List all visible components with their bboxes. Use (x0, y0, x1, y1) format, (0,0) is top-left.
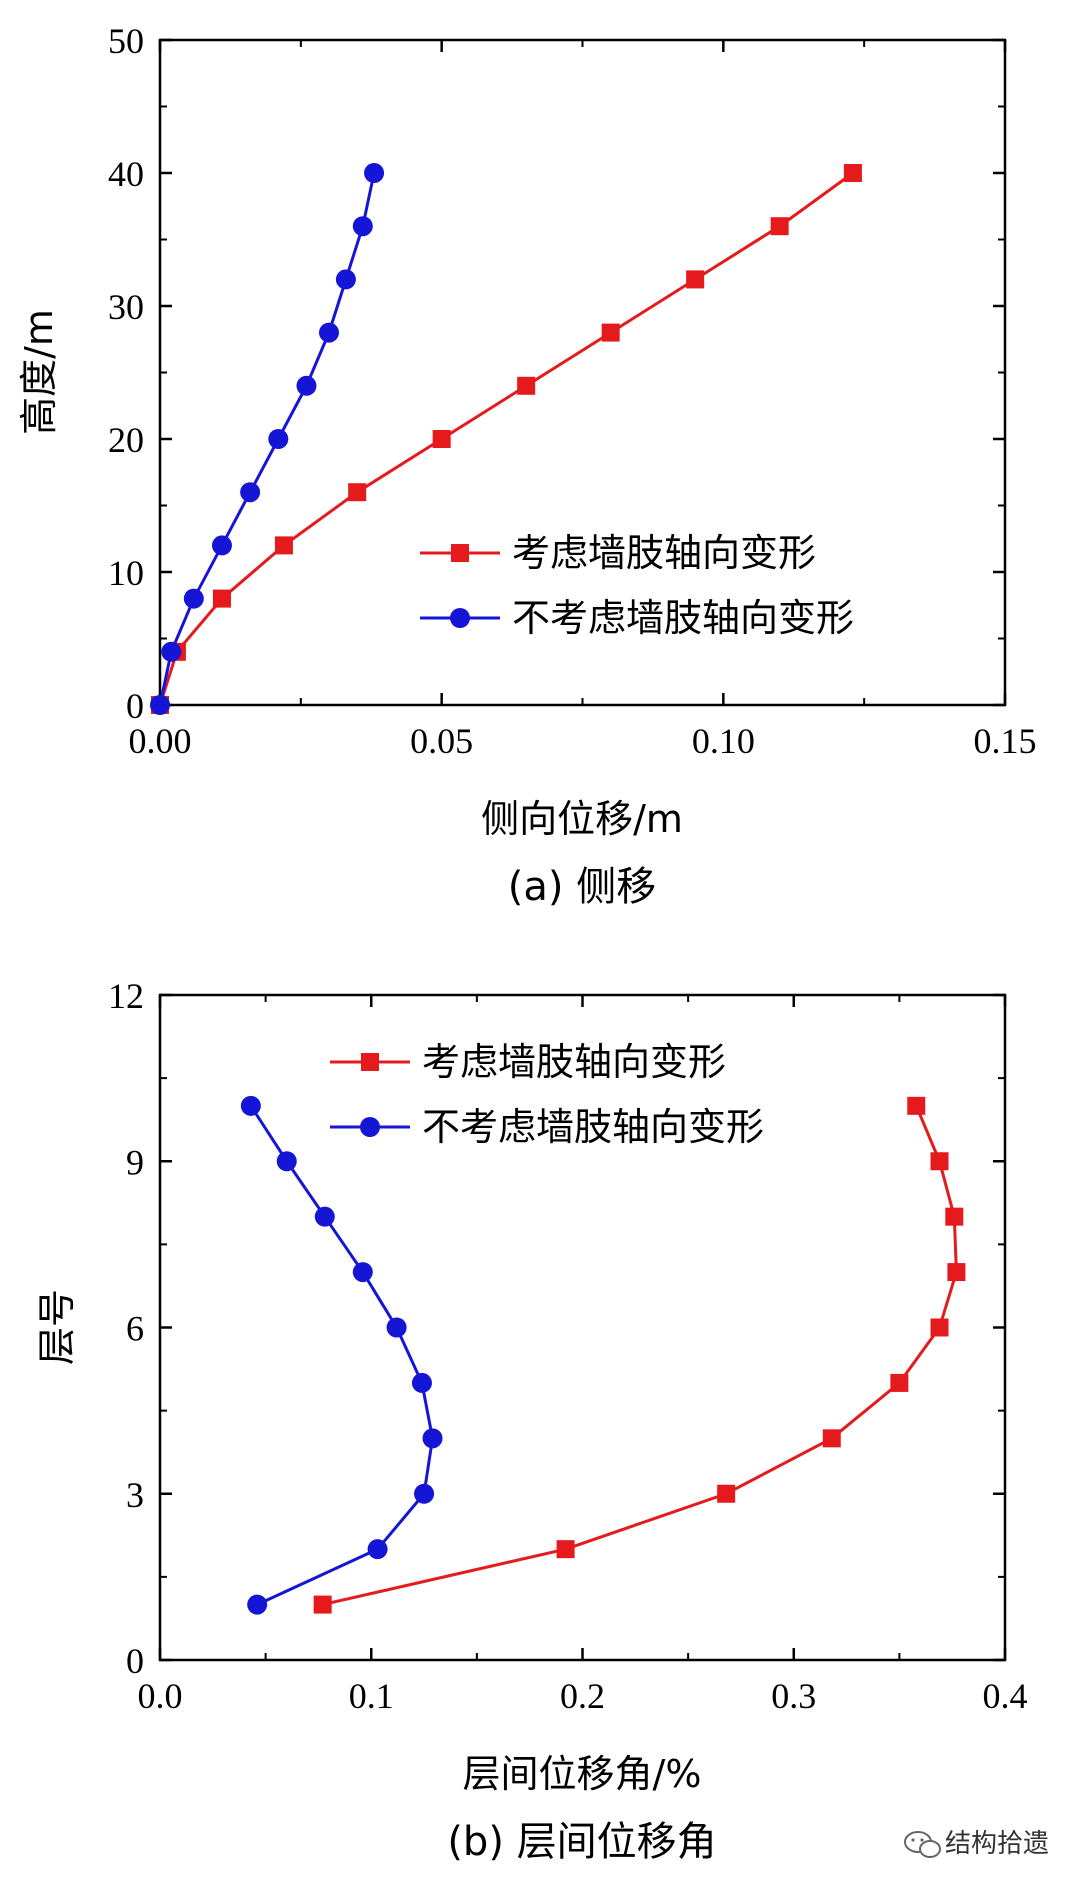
series-1-point (930, 1318, 949, 1337)
series-1-point (348, 483, 367, 502)
legend-marker (361, 1053, 379, 1071)
watermark-text: 结构拾遗 (945, 1829, 1049, 1859)
x-tick-label: 0.2 (560, 1676, 605, 1716)
series-1-point (945, 1207, 964, 1226)
x-tick-label: 0.10 (692, 721, 755, 761)
series-1-point (770, 217, 789, 236)
chart-a-caption: (a) 侧移 (508, 864, 656, 910)
y-tick-label: 0 (126, 686, 144, 726)
series-2-point (364, 163, 385, 183)
series-1-point (822, 1429, 841, 1448)
x-tick-label: 0.15 (974, 721, 1037, 761)
legend-label: 考虑墙肢轴向变形 (422, 1040, 726, 1084)
y-tick-label: 30 (108, 287, 144, 327)
series-2-point (352, 216, 373, 237)
legend-marker (450, 608, 470, 628)
y-tick-label: 12 (108, 976, 144, 1016)
series-line-2 (249, 1105, 435, 1606)
series-2-point (296, 375, 317, 396)
series-2-point (276, 1151, 297, 1172)
series-1-point (890, 1373, 909, 1392)
series-1-point (907, 1096, 926, 1115)
x-tick-label: 0.00 (129, 721, 192, 761)
series-2-point (335, 269, 356, 290)
series-2-point (352, 1262, 373, 1283)
chart-a: 0.00 0.05 0.10 0.15 0 10 20 30 40 50 考虑墙肢轴向变形不考虑墙… (17, 21, 1037, 910)
chart-b-series (240, 1095, 966, 1615)
series-2-point (268, 429, 289, 449)
wechat-icon (904, 1831, 941, 1858)
series-2-point (319, 322, 339, 343)
series-2-point (411, 1372, 432, 1393)
chart-a-ylabel: 高度/m (17, 309, 61, 435)
y-tick-label: 9 (126, 1142, 144, 1182)
series-2-point (161, 641, 182, 662)
series-1-point (947, 1263, 966, 1282)
series-2-point (150, 695, 170, 715)
series-1-point (843, 164, 862, 182)
series-2-point (314, 1206, 335, 1227)
series-2-point (386, 1317, 407, 1338)
series-2-point (367, 1539, 388, 1560)
legend-marker (360, 1117, 380, 1137)
series-1-point (313, 1595, 332, 1614)
series-2-point (422, 1428, 443, 1449)
chart-b-xlabel: 层间位移角/% (463, 1752, 702, 1796)
x-tick-label: 0.4 (983, 1676, 1028, 1716)
series-2-point (211, 535, 232, 556)
series-1-point (556, 1540, 575, 1559)
series-line-1 (322, 1105, 958, 1607)
series-2-point (240, 482, 261, 503)
watermark: 结构拾遗 (904, 1829, 1049, 1859)
series-1-point (212, 589, 231, 608)
series-1-point (274, 536, 293, 555)
x-tick-label: 0.0 (138, 1676, 183, 1716)
y-tick-label: 10 (108, 553, 144, 593)
x-tick-label: 0.3 (771, 1676, 816, 1716)
y-tick-label: 50 (108, 21, 144, 61)
chart-a-xlabel: 侧向位移/m (481, 797, 683, 841)
chart-b-caption: (b) 层间位移角 (447, 1819, 716, 1865)
legend-label: 不考虑墙肢轴向变形 (422, 1105, 764, 1149)
chart-b-ylabel: 层号 (35, 1289, 79, 1365)
series-2-point (240, 1095, 261, 1116)
y-tick-label: 3 (126, 1475, 144, 1515)
y-tick-label: 20 (108, 420, 144, 460)
chart-b-frame (158, 993, 1007, 1662)
series-1-point (930, 1152, 949, 1171)
y-tick-label: 40 (108, 154, 144, 194)
y-tick-label: 6 (126, 1309, 144, 1349)
legend-label: 考虑墙肢轴向变形 (512, 531, 816, 575)
series-2-point (414, 1483, 435, 1504)
series-line-2 (158, 172, 376, 706)
x-tick-label: 0.05 (410, 721, 473, 761)
chart-b-ticks: 0.0 0.1 0.2 0.3 0.4 0 3 6 9 12 (108, 976, 1028, 1716)
series-1-point (517, 376, 536, 395)
series-1-point (717, 1484, 736, 1503)
legend-marker (451, 544, 469, 562)
series-1-point (601, 323, 620, 342)
series-2-point (247, 1594, 268, 1615)
series-1-point (432, 430, 451, 448)
series-2-point (183, 588, 204, 609)
x-tick-label: 0.1 (349, 1676, 394, 1716)
legend-label: 不考虑墙肢轴向变形 (512, 596, 854, 640)
series-1-point (686, 270, 705, 289)
chart-a-ticks: 0.00 0.05 0.10 0.15 0 10 20 30 40 50 (108, 21, 1037, 761)
y-tick-label: 0 (126, 1641, 144, 1681)
chart-a-series (150, 163, 862, 715)
